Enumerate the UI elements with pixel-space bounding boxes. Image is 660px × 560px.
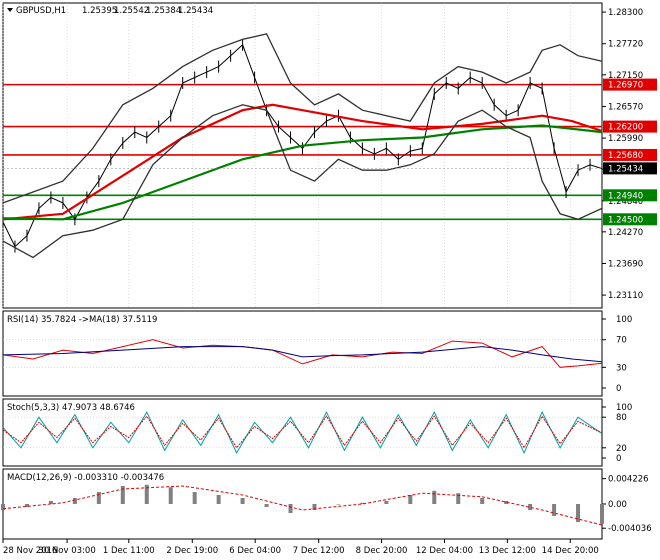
macd-hist-bar bbox=[480, 498, 485, 504]
price-y-tick-label: 1.25990 bbox=[608, 134, 643, 144]
macd-hist-bar bbox=[144, 484, 149, 504]
bollinger_lower-line bbox=[2, 104, 603, 259]
ma-red-line bbox=[2, 103, 603, 221]
price-y-tick-label: 1.23690 bbox=[608, 259, 643, 269]
x-tick-label: 7 Dec 12:00 bbox=[293, 546, 345, 556]
x-tick-label: 6 Dec 04:00 bbox=[229, 546, 281, 556]
price-y-tick-label: 1.24840 bbox=[608, 197, 643, 207]
macd-signal-line bbox=[2, 485, 603, 526]
x-tick-label: 13 Dec 12:00 bbox=[479, 546, 536, 556]
price-header: GBPUSD,H1 1.25395 1.25542 1.25384 1.2543… bbox=[7, 6, 213, 16]
macd-hist-bar bbox=[192, 492, 197, 504]
stoch-y-tick-label: 20 bbox=[616, 444, 627, 454]
macd-hist-bar bbox=[240, 498, 245, 504]
macd-hist-bar bbox=[600, 504, 604, 524]
x-tick-label: 12 Dec 04:00 bbox=[416, 546, 473, 556]
x-tick-label: 14 Dec 20:00 bbox=[542, 546, 599, 556]
rsi-rsi_ma-line bbox=[2, 346, 603, 363]
stoch-stoch_signal-line bbox=[2, 415, 603, 449]
price-y-tick-label: 1.26570 bbox=[608, 102, 643, 112]
level-label: 1.25680 bbox=[608, 151, 643, 161]
macd-hist-bar bbox=[528, 504, 533, 510]
macd-hist-bar bbox=[120, 486, 125, 504]
macd-hist-bar bbox=[168, 487, 173, 504]
stoch-y-tick-label: 0 bbox=[616, 454, 621, 464]
stoch-y-tick-label: 100 bbox=[616, 403, 632, 413]
macd-hist-bar bbox=[288, 504, 293, 513]
rsi-title: RSI(14) 35.7824 ->MA(18) 37.5119 bbox=[7, 315, 157, 325]
rsi-y-tick-label: 70 bbox=[616, 336, 627, 346]
level-label: 1.24940 bbox=[608, 191, 643, 201]
macd-hist-bar bbox=[72, 498, 77, 504]
level-tag bbox=[603, 78, 657, 91]
level-tag bbox=[603, 148, 657, 161]
rsi-y-tick-label: 0 bbox=[616, 384, 621, 394]
macd-y-tick-label: 0.00 bbox=[608, 500, 627, 510]
price-y-tick-label: 1.24270 bbox=[608, 228, 643, 238]
rsi-y-tick-label: 100 bbox=[616, 315, 632, 325]
level-label: 1.24500 bbox=[608, 215, 643, 225]
price-close-line bbox=[2, 43, 603, 248]
x-tick-label: 30 Nov 03:00 bbox=[38, 546, 95, 556]
rsi-rsi-line bbox=[2, 339, 603, 368]
price-close: 1.25434 bbox=[178, 6, 213, 16]
price-open: 1.25395 bbox=[82, 6, 117, 16]
macd-hist-bar bbox=[216, 495, 221, 504]
stoch-title: Stoch(5,3,3) 47.9073 48.6746 bbox=[7, 403, 135, 413]
macd-hist-bar bbox=[456, 493, 461, 504]
level-tag bbox=[603, 120, 657, 133]
level-tag bbox=[603, 189, 657, 202]
macd-pane[interactable] bbox=[2, 468, 603, 540]
price-y-tick-label: 1.23110 bbox=[608, 291, 643, 301]
macd-hist-bar bbox=[264, 504, 269, 507]
price-y-tick-label: 1.28300 bbox=[608, 8, 643, 18]
current-price-tag bbox=[603, 162, 657, 175]
macd-hist-bar bbox=[48, 501, 53, 504]
macd-hist-bar bbox=[552, 504, 557, 516]
rsi-pane[interactable] bbox=[2, 310, 603, 397]
bollinger_upper-line bbox=[2, 33, 603, 204]
rsi-layer: 100 70 30 0 bbox=[2, 315, 632, 394]
price-y-tick-label: 1.27720 bbox=[608, 40, 643, 50]
macd-hist-bar bbox=[360, 502, 365, 504]
ma-green-line bbox=[2, 124, 603, 221]
stoch-y-tick-label: 80 bbox=[616, 413, 627, 423]
macd-hist-bar bbox=[24, 504, 29, 507]
macd-hist-bar bbox=[432, 490, 437, 504]
current-price-label: 1.25434 bbox=[608, 164, 643, 174]
x-tick-label: 2 Dec 19:00 bbox=[166, 546, 218, 556]
macd-y-tick-label: 0.004226 bbox=[608, 475, 649, 485]
level-label: 1.26970 bbox=[608, 81, 643, 91]
macd-hist-bar bbox=[408, 495, 413, 504]
macd-hist-bar bbox=[336, 504, 341, 505]
dropdown-triangle-icon[interactable] bbox=[7, 8, 13, 12]
level-label: 1.26200 bbox=[608, 123, 643, 133]
price-layer: 1.28300 1.27720 1.27150 1.26570 1.25990 1.254… bbox=[2, 3, 657, 308]
macd-hist-bar bbox=[96, 492, 101, 504]
macd-layer: 0.004226 0.00 -0.004036 bbox=[1, 475, 652, 534]
macd-hist-bar bbox=[1, 504, 5, 510]
macd-hist-bar bbox=[312, 504, 317, 510]
price-low: 1.25384 bbox=[146, 6, 181, 16]
level-tag bbox=[603, 213, 657, 226]
macd-title: MACD(12,26,9) -0.003310 -0.003476 bbox=[7, 473, 164, 483]
price-y-tick-label: 1.27150 bbox=[608, 71, 643, 81]
stoch-pane[interactable] bbox=[2, 398, 603, 467]
x-tick-label: 1 Dec 11:00 bbox=[103, 546, 155, 556]
price-title: GBPUSD,H1 bbox=[16, 6, 66, 16]
macd-hist-bar bbox=[504, 501, 509, 504]
macd-hist-bar bbox=[384, 501, 389, 504]
macd-hist-bar bbox=[576, 504, 581, 522]
rsi-y-tick-label: 30 bbox=[616, 363, 627, 373]
x-tick-label: 28 Nov 2016 bbox=[3, 546, 57, 556]
price-high: 1.25542 bbox=[114, 6, 149, 16]
x-tick-label: 8 Dec 20:00 bbox=[356, 546, 408, 556]
macd-y-tick-label: -0.004036 bbox=[608, 524, 652, 534]
